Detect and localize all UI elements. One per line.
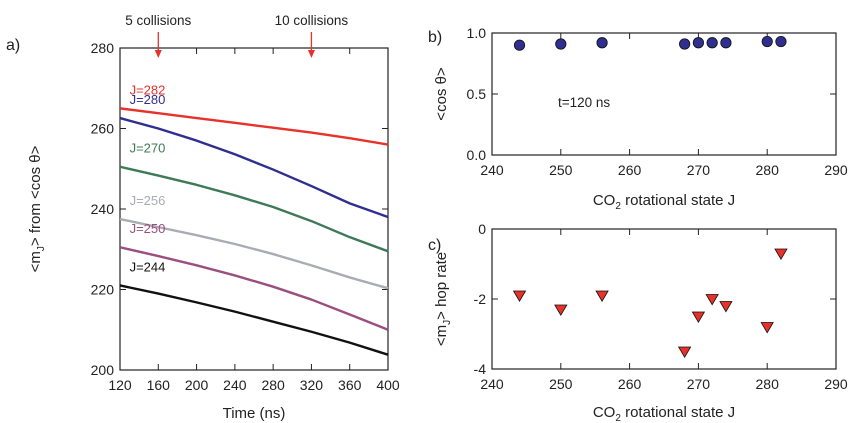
panel-a-y-tick-label: 260 xyxy=(91,121,115,137)
panel-c-y-tick-label: 0 xyxy=(478,221,486,237)
panel-c-x-axis-label: CO2 rotational state J xyxy=(593,404,735,423)
series-label-j250: J=250 xyxy=(130,221,166,236)
panel-b-frame xyxy=(491,32,837,156)
panel-b-x-tick-label: 240 xyxy=(480,162,504,178)
panel-c-data-point xyxy=(691,311,706,323)
panel-b-x-tick-label: 270 xyxy=(687,162,711,178)
collision-annotation-label: 10 collisions xyxy=(275,13,349,28)
panel-c-x-tick-label: 260 xyxy=(618,376,642,392)
panel-b-x-tick-label: 290 xyxy=(824,162,848,178)
panel-b-x-tick-label: 250 xyxy=(549,162,573,178)
panel-c-data-point xyxy=(760,322,774,334)
series-line-j280 xyxy=(119,116,389,219)
panel-b-y-tick-label: 0.0 xyxy=(467,147,487,163)
series-line-j256 xyxy=(119,217,389,290)
panel-b-x-axis-label: CO2 rotational state J xyxy=(593,192,735,212)
panel-a-y-tick-label: 220 xyxy=(91,282,115,298)
series-label-j244: J=244 xyxy=(130,259,166,274)
panel-b-y-axis-label: <cos θ> xyxy=(433,67,450,121)
panel-b-letter: b) xyxy=(428,29,442,46)
panel-c: c) 240 250 260 270 280 290 -4 -2 0 CO2 rotation… xyxy=(428,221,848,423)
series-label-j270: J=270 xyxy=(130,141,166,156)
collision-arrow-head xyxy=(307,50,315,58)
panel-a-y-tick-label: 240 xyxy=(91,201,115,217)
panel-c-letter: c) xyxy=(428,237,441,254)
panel-b-data-point xyxy=(513,39,526,51)
panel-c-x-tick-label: 240 xyxy=(480,376,504,392)
panel-a-x-tick-label: 160 xyxy=(147,377,171,393)
panel-a-x-axis-label: Time (ns) xyxy=(223,405,286,422)
panel-a-x-tick-label: 200 xyxy=(185,377,209,393)
panel-c-x-tick-label: 250 xyxy=(549,376,573,392)
panel-c-data-point xyxy=(705,294,719,306)
panel-b-data-point xyxy=(679,38,691,50)
panel-b-y-tick-label: 1.0 xyxy=(467,25,487,41)
panel-a-y-axis-label: <mJ> from <cos θ> xyxy=(27,145,47,272)
panel-c-x-tick-label: 270 xyxy=(687,376,711,392)
panel-c-data-point xyxy=(774,248,788,260)
panel-b-data-point xyxy=(596,37,608,49)
panel-b-data-point xyxy=(692,37,705,49)
panel-a-x-tick-label: 280 xyxy=(261,377,285,393)
panel-b-data-point xyxy=(706,37,718,49)
panel-b-data-point xyxy=(775,35,787,48)
panel-c-data-point xyxy=(677,346,692,358)
panel-b-data-point xyxy=(761,35,773,48)
collision-arrow-head xyxy=(154,50,162,58)
panel-b: b) 240 250 260 270 280 290 0.0 0.5 1.0 t=120 ns… xyxy=(428,25,848,212)
series-label-j256: J=256 xyxy=(130,193,166,208)
panel-b-y-tick-label: 0.5 xyxy=(467,86,487,102)
panel-a-x-tick-label: 400 xyxy=(376,377,400,393)
series-line-j282 xyxy=(119,107,389,146)
series-line-j250 xyxy=(119,246,389,331)
panel-a-x-tick-label: 240 xyxy=(223,377,247,393)
panel-a: a) 120 160 200 240 280 320 360 400 200 220 240 260… xyxy=(6,13,400,422)
panel-c-data-point xyxy=(595,290,609,302)
panel-c-data-point xyxy=(554,304,568,316)
series-label-j282: J=282 xyxy=(130,82,166,97)
series-line-j270 xyxy=(119,165,389,253)
panel-c-x-tick-label: 280 xyxy=(756,376,780,392)
panel-c-x-tick-label: 290 xyxy=(824,376,848,392)
panel-a-x-tick-label: 360 xyxy=(338,377,362,393)
panel-b-time-annotation: t=120 ns xyxy=(558,95,610,110)
panel-c-y-tick-label: -2 xyxy=(474,291,487,307)
panel-b-data-point xyxy=(720,37,732,49)
panel-a-y-tick-label: 280 xyxy=(91,40,115,56)
panel-c-data-point xyxy=(512,290,527,302)
panel-c-y-tick-label: -4 xyxy=(474,361,487,377)
panel-c-y-axis-label: <mJ> hop rate xyxy=(433,252,453,346)
panel-b-x-tick-label: 260 xyxy=(618,162,642,178)
panel-c-data-point xyxy=(719,301,733,313)
panel-a-x-tick-label: 320 xyxy=(300,377,324,393)
panel-a-y-tick-label: 200 xyxy=(91,362,115,378)
series-label-j280: J=280 xyxy=(130,92,166,107)
panel-a-letter: a) xyxy=(6,37,20,54)
panel-b-data-point xyxy=(555,38,567,50)
collision-annotation-label: 5 collisions xyxy=(125,13,191,28)
panel-b-x-tick-label: 280 xyxy=(756,162,780,178)
panel-a-x-tick-label: 120 xyxy=(108,377,132,393)
series-line-j244 xyxy=(119,284,389,356)
